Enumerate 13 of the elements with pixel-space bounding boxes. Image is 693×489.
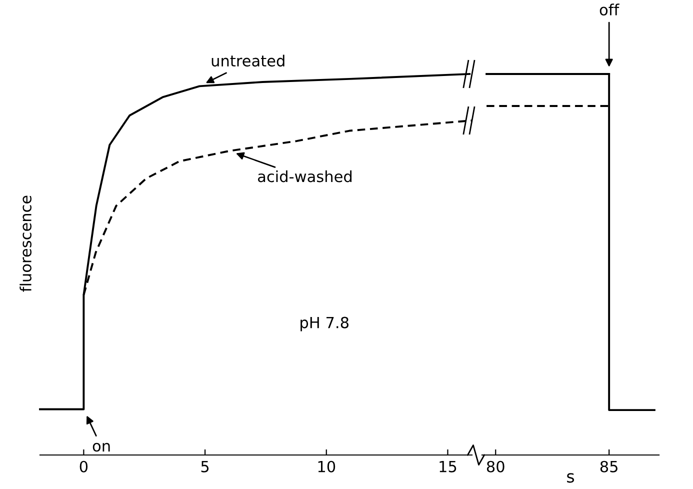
annotation: pH 7.8 [300, 316, 348, 332]
x-tick-label: 0 [80, 460, 88, 472]
y-axis-title: fluorescence [20, 196, 32, 292]
annotation: on [92, 442, 110, 452]
annotation: acid-washed [258, 170, 352, 182]
x-tick-label: 15 [440, 461, 456, 472]
x-tick-label: 85 [600, 460, 618, 472]
x-tick-label: 80 [486, 460, 504, 472]
annotation: off [600, 4, 620, 16]
annotation: untreated [212, 54, 284, 67]
x-axis-title: s [567, 473, 574, 483]
x-tick-label: 5 [201, 461, 209, 472]
x-tick-label: 10 [318, 460, 336, 472]
